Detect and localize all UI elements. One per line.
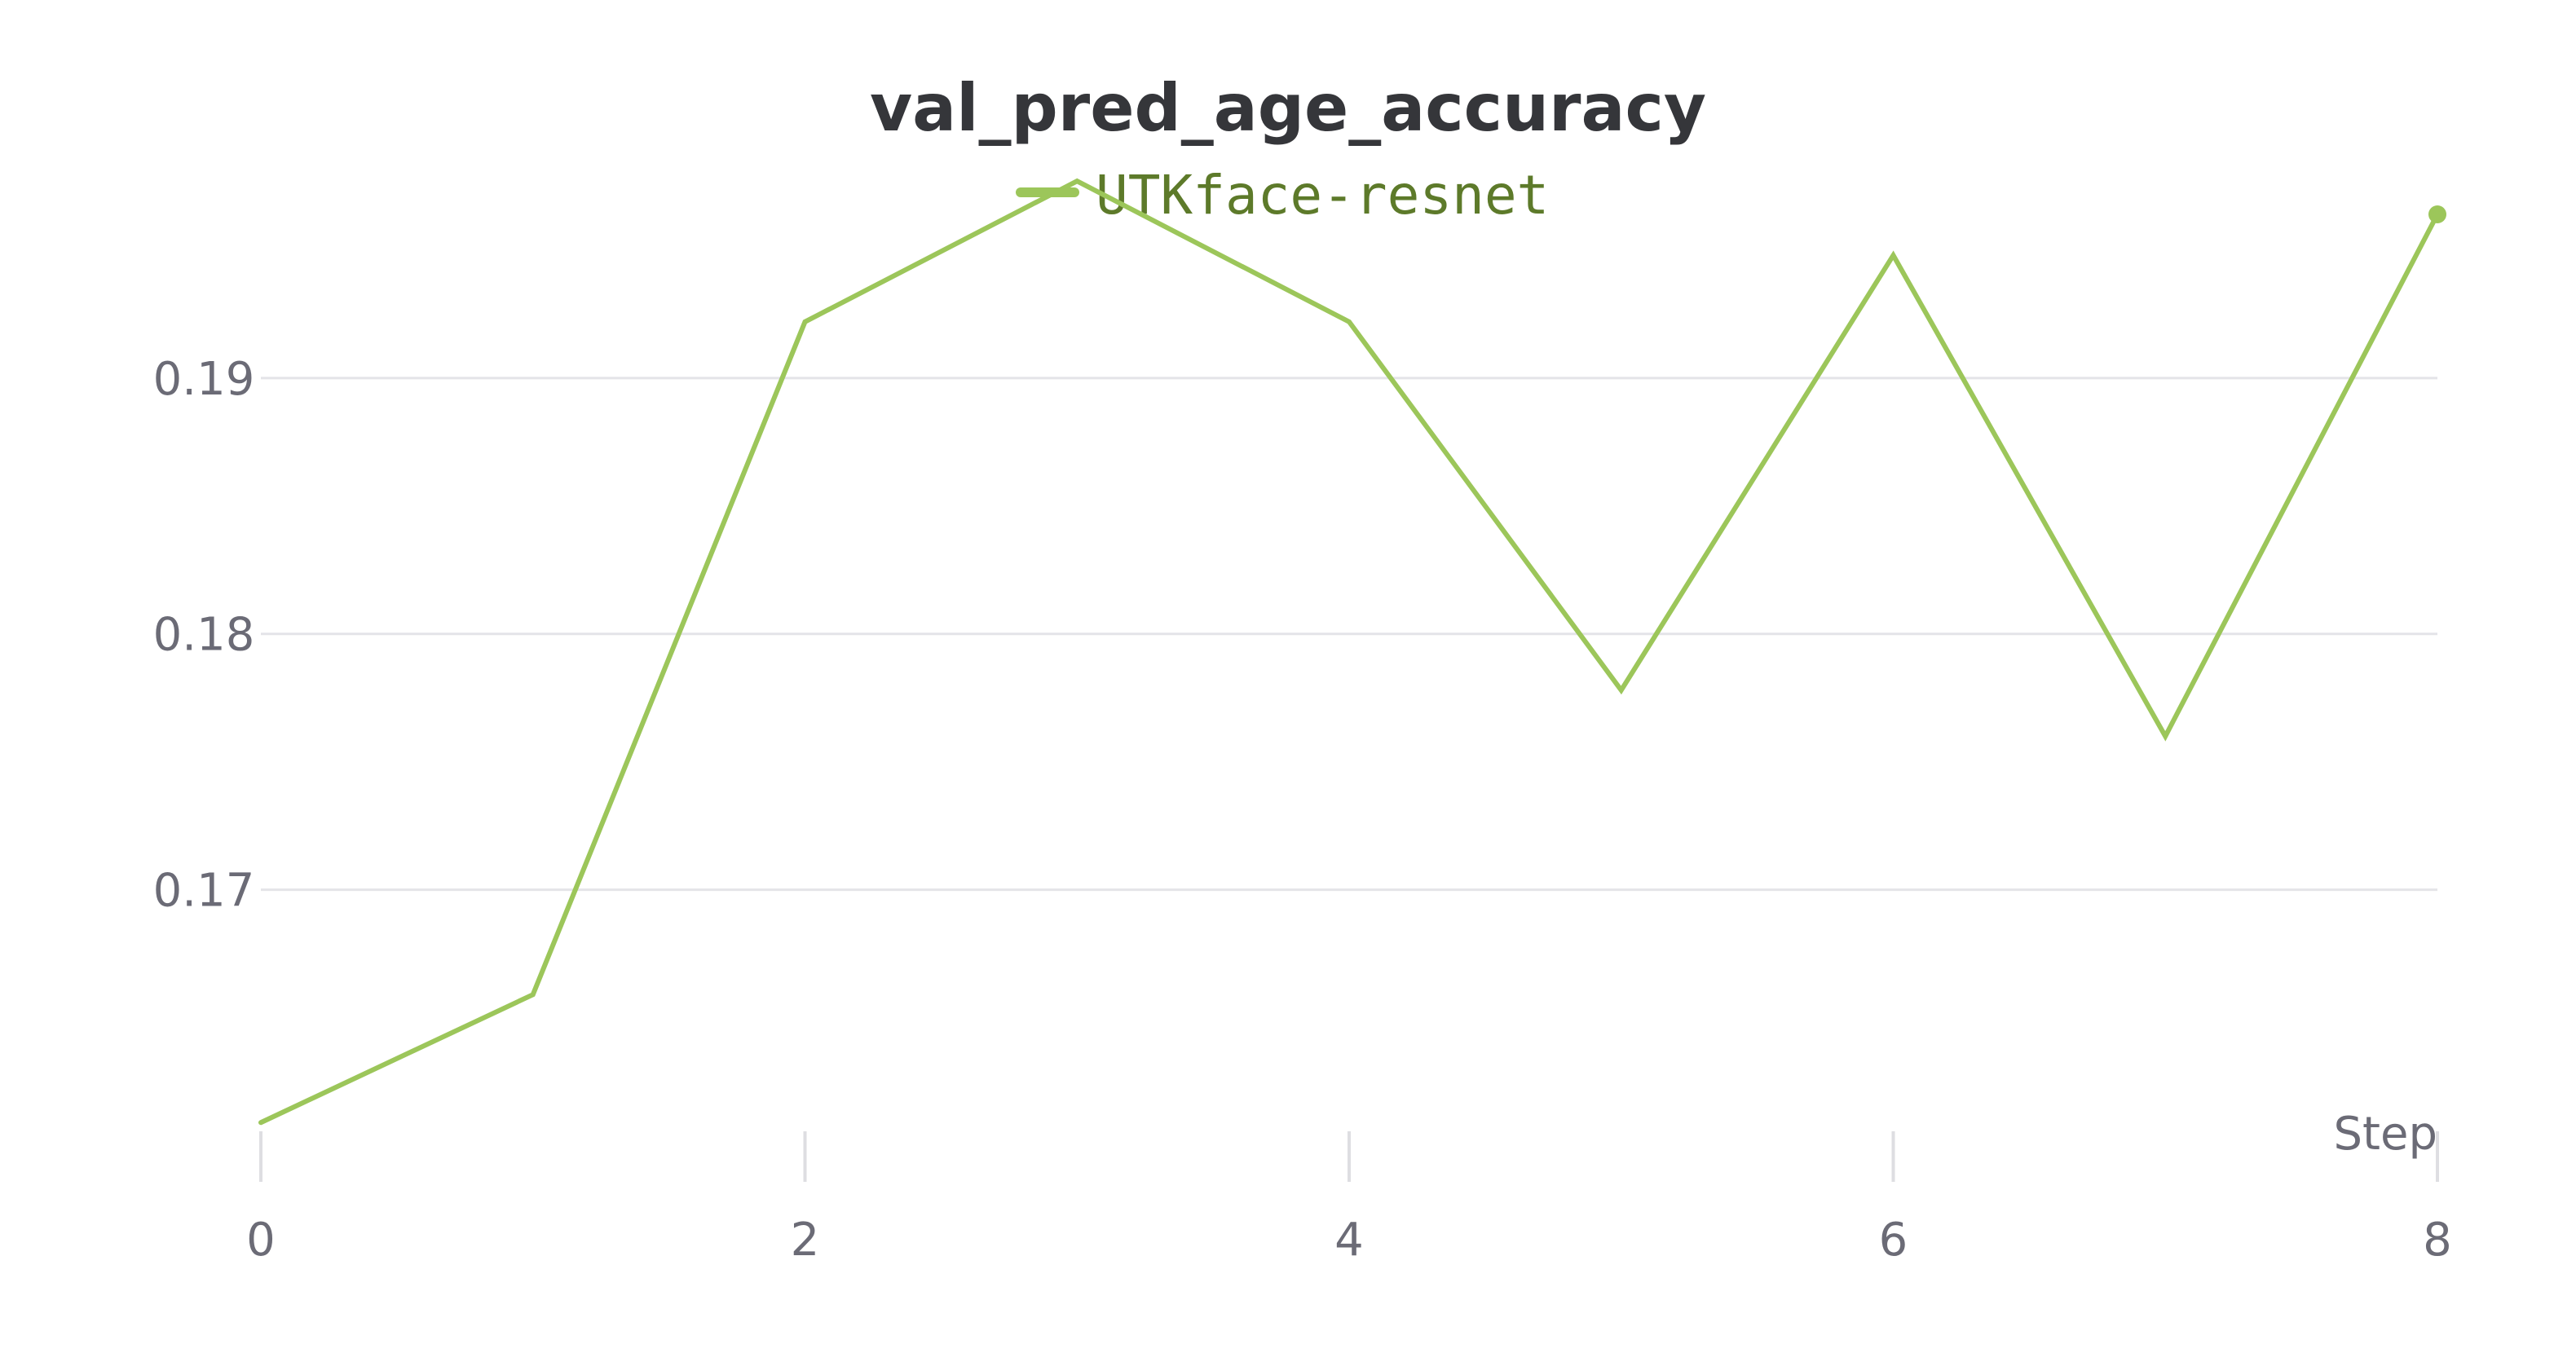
- last-data-point[interactable]: [2428, 205, 2446, 223]
- y-axis-ticks: 0.17 0.18 0.19: [153, 353, 255, 918]
- x-tick-label: 0: [246, 1214, 276, 1267]
- data-point[interactable]: [1344, 317, 1354, 327]
- series-line[interactable]: [258, 178, 2440, 1126]
- x-tick-label: 2: [791, 1214, 820, 1267]
- grid: [261, 377, 2437, 892]
- series-layer[interactable]: [256, 176, 2446, 1127]
- x-tick-label: 6: [1879, 1214, 1908, 1267]
- data-point[interactable]: [1072, 176, 1082, 186]
- x-axis-ticks: 0 2 4 6 8: [246, 1131, 2452, 1267]
- chart-title: val_pred_age_accuracy: [870, 70, 1706, 146]
- y-tick-label: 0.17: [153, 865, 255, 918]
- data-point[interactable]: [256, 1117, 266, 1127]
- x-tick-label: 4: [1334, 1214, 1364, 1267]
- legend-label: UTKface-resnet: [1096, 164, 1549, 227]
- data-point[interactable]: [1617, 685, 1626, 695]
- data-point[interactable]: [1889, 250, 1899, 260]
- data-point[interactable]: [528, 989, 538, 999]
- legend[interactable]: UTKface-resnet: [1016, 164, 1549, 227]
- data-point[interactable]: [801, 317, 810, 327]
- data-point[interactable]: [2160, 731, 2170, 741]
- y-tick-label: 0.19: [153, 353, 255, 406]
- x-tick-label: 8: [2423, 1214, 2452, 1267]
- x-axis-label: Step: [2333, 1108, 2437, 1161]
- y-tick-label: 0.18: [153, 609, 255, 662]
